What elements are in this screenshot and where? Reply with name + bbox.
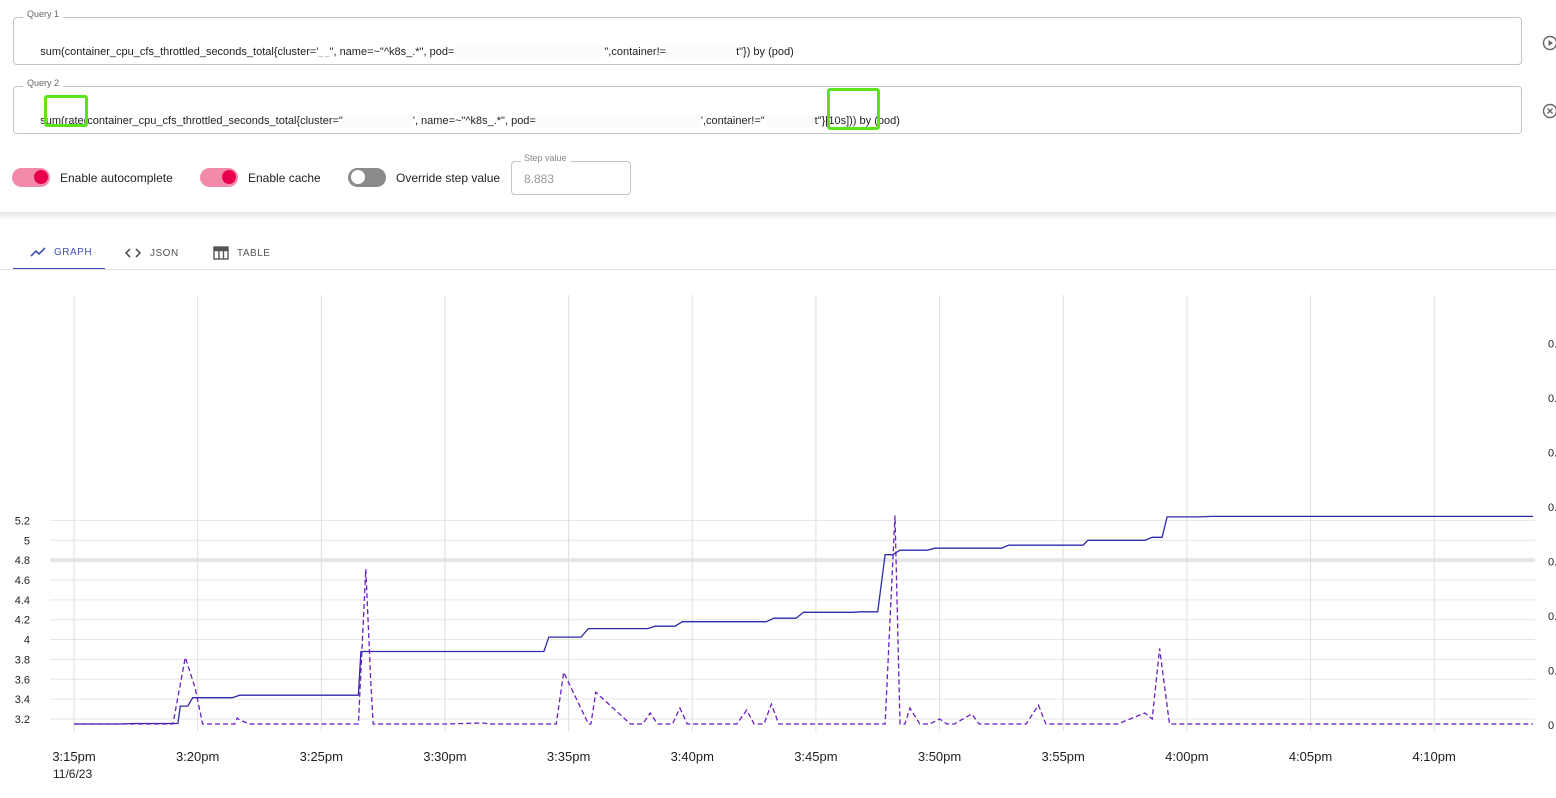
- cache-toggle[interactable]: [200, 168, 238, 187]
- range-highlight-box: [827, 88, 880, 130]
- redacted-block: [535, 115, 701, 128]
- y-tick-label: 3.6: [15, 674, 30, 686]
- y-tick-label: 5: [24, 535, 30, 547]
- x-tick-label: 3:30pm: [423, 749, 466, 764]
- y-tick-label: 3.2: [15, 714, 30, 726]
- tab-json-label: JSON: [150, 247, 179, 259]
- line-chart-icon: [30, 247, 46, 257]
- x-tick-label: 3:15pm: [52, 749, 95, 764]
- y-right-tick-label: 0: [1548, 720, 1554, 732]
- y-tick-label: 5.2: [15, 515, 30, 527]
- y-right-tick-label: 0.: [1548, 557, 1556, 569]
- x-tick-label: 3:55pm: [1042, 749, 1085, 764]
- y-tick-label: 4.4: [15, 595, 30, 607]
- autocomplete-label: Enable autocomplete: [60, 171, 173, 185]
- cache-label: Enable cache: [248, 171, 321, 185]
- x-axis-date-label: 11/6/23: [53, 767, 93, 781]
- query-2-legend: Query 2: [23, 78, 64, 88]
- cumulative-series-line: [74, 515, 1534, 725]
- rate-series-line: [74, 515, 1534, 725]
- throttle-graph: 3.2 3.4 3.6 3.8 4 4.2 4.4 4.6 4.8 5 5.2 3:15pm 3:20p…: [15, 295, 1556, 764]
- y-right-tick-label: 0.: [1548, 611, 1556, 623]
- x-tick-label: 3:40pm: [671, 749, 714, 764]
- query-2-seg-2: ', name=~"^k8s_.*", pod=: [412, 115, 536, 127]
- table-icon: [213, 246, 229, 260]
- y-tick-label: 4.8: [15, 555, 30, 567]
- rate-highlight-box: [44, 95, 88, 127]
- y-right-tick-label: 0.: [1548, 339, 1556, 351]
- override-step-label: Override step value: [396, 171, 501, 185]
- autocomplete-toggle[interactable]: [12, 168, 50, 187]
- remove-query-icon[interactable]: [1542, 103, 1556, 119]
- tab-json[interactable]: JSON: [124, 236, 194, 270]
- run-query-icon[interactable]: [1542, 35, 1556, 51]
- query-1-seg-6: t"}) by (pod): [736, 46, 794, 58]
- redacted-block: [666, 46, 737, 59]
- query-2-seg-0: sum(rate(container_cpu_cfs_throttled_sec…: [40, 115, 343, 127]
- override-step-toggle[interactable]: [348, 168, 386, 187]
- x-tick-label: 3:50pm: [918, 749, 961, 764]
- y-tick-label: 4: [24, 635, 30, 647]
- x-tick-label: 4:05pm: [1289, 749, 1332, 764]
- y-tick-label: 3.4: [15, 694, 30, 706]
- query-2-text[interactable]: sum(rate(container_cpu_cfs_throttled_sec…: [28, 103, 900, 139]
- toggle-knob: [351, 170, 365, 184]
- query-1-seg-1: _ _: [318, 48, 330, 57]
- query-1-field[interactable]: Query 1 sum(container_cpu_cfs_throttled_…: [13, 9, 1522, 65]
- tabs-divider: [0, 269, 1556, 270]
- redacted-block: [342, 115, 413, 128]
- query-1-seg-2: ", name=~"^k8s_.*", pod=: [329, 46, 455, 58]
- y-right-tick-label: 0.: [1548, 393, 1556, 405]
- redacted-block: [764, 115, 815, 128]
- redacted-block: [454, 46, 605, 59]
- query-2-field[interactable]: Query 2 sum(rate(container_cpu_cfs_throt…: [13, 78, 1522, 134]
- query-2-seg-6: t"}[10s])) by (pod): [814, 115, 900, 127]
- y-right-tick-label: 0.: [1548, 666, 1556, 678]
- y-tick-label: 4.2: [15, 615, 30, 627]
- query-2-seg-4: ',container!=": [700, 115, 765, 127]
- toggle-knob: [34, 170, 48, 184]
- x-tick-label: 4:00pm: [1165, 749, 1208, 764]
- step-value-placeholder: 8.883: [524, 172, 555, 186]
- y-tick-label: 3.8: [15, 654, 30, 666]
- query-1-text[interactable]: sum(container_cpu_cfs_throttled_seconds_…: [28, 34, 794, 70]
- x-tick-label: 3:20pm: [176, 749, 219, 764]
- code-brackets-icon: [124, 248, 142, 258]
- query-1-seg-0: sum(container_cpu_cfs_throttled_seconds_…: [40, 46, 319, 58]
- tab-graph[interactable]: GRAPH: [13, 236, 105, 270]
- x-tick-label: 3:35pm: [547, 749, 590, 764]
- step-value-legend: Step value: [521, 153, 570, 163]
- step-value-field[interactable]: Step value 8.883: [511, 153, 631, 195]
- query-1-legend: Query 1: [23, 9, 64, 19]
- tab-graph-label: GRAPH: [54, 246, 93, 258]
- query-1-seg-4: ",container!=: [604, 46, 667, 58]
- panel-divider: [0, 212, 1556, 220]
- y-right-tick-label: 0.: [1548, 448, 1556, 460]
- y-right-tick-label: 0.: [1548, 502, 1556, 514]
- x-tick-label: 3:45pm: [794, 749, 837, 764]
- y-tick-label: 4.6: [15, 575, 30, 587]
- tab-table-label: TABLE: [237, 247, 271, 259]
- x-tick-label: 4:10pm: [1412, 749, 1455, 764]
- x-tick-label: 3:25pm: [300, 749, 343, 764]
- toggle-knob: [222, 170, 236, 184]
- tab-table[interactable]: TABLE: [213, 236, 283, 270]
